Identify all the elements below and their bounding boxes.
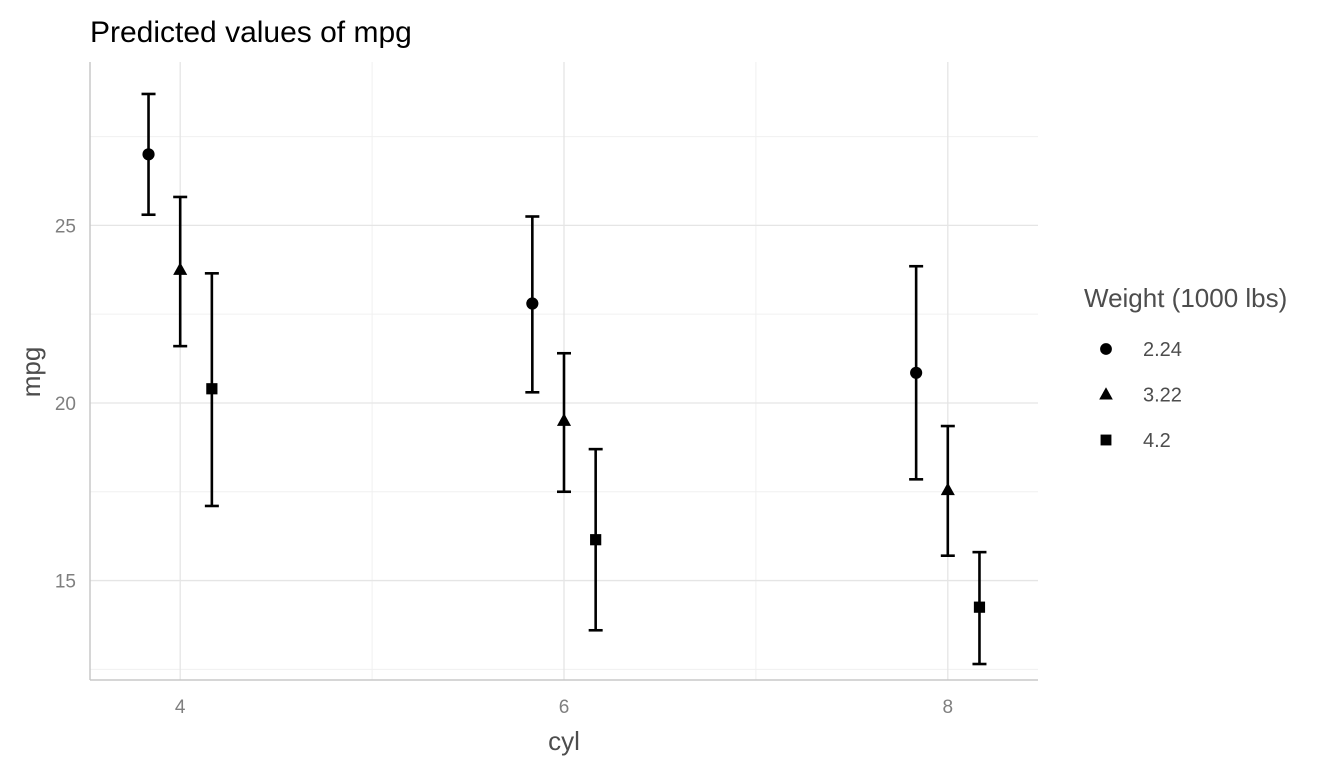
data-point-circle [526,297,539,310]
data-marks [141,92,987,666]
legend-key-square [1100,434,1112,446]
legend-item: 4.2 [1100,430,1171,452]
legend-items: 2.24 3.22 4.2 [1099,339,1182,452]
legend: Weight (1000 lbs) 2.24 3.22 4.2 [1084,283,1287,452]
data-point-triangle [556,413,572,426]
data-point-triangle [940,482,955,496]
y-tick-label: 15 [55,572,76,593]
legend-label: 3.22 [1143,385,1182,407]
x-axis-title: cyl [548,726,580,756]
x-tick-labels: 4 6 8 [175,697,953,718]
y-axis-title: mpg [16,347,46,398]
axes [89,62,1038,681]
major-grid [90,62,1038,680]
legend-label: 4.2 [1143,430,1171,452]
data-point-circle [142,148,155,161]
y-tick-label: 25 [55,216,76,237]
x-tick-label: 6 [559,697,570,718]
data-point-square [206,383,218,395]
legend-key-circle [1100,343,1112,355]
chart-title: Predicted values of mpg [90,16,412,49]
data-point-circle [910,366,923,379]
series-triangle [173,195,955,557]
data-point-triangle [173,262,188,275]
y-tick-label: 20 [55,394,76,415]
legend-title: Weight (1000 lbs) [1084,283,1287,313]
data-point-square [590,534,602,546]
y-tick-labels: 15 20 25 [55,216,76,592]
legend-item: 3.22 [1099,385,1182,407]
legend-item: 2.24 [1100,339,1182,361]
legend-label: 2.24 [1143,339,1182,361]
data-point-square [973,601,986,613]
series-square [204,272,987,666]
x-tick-label: 4 [175,697,186,718]
series-circle [141,92,924,481]
x-tick-label: 8 [943,697,954,718]
legend-key-triangle [1099,387,1113,400]
